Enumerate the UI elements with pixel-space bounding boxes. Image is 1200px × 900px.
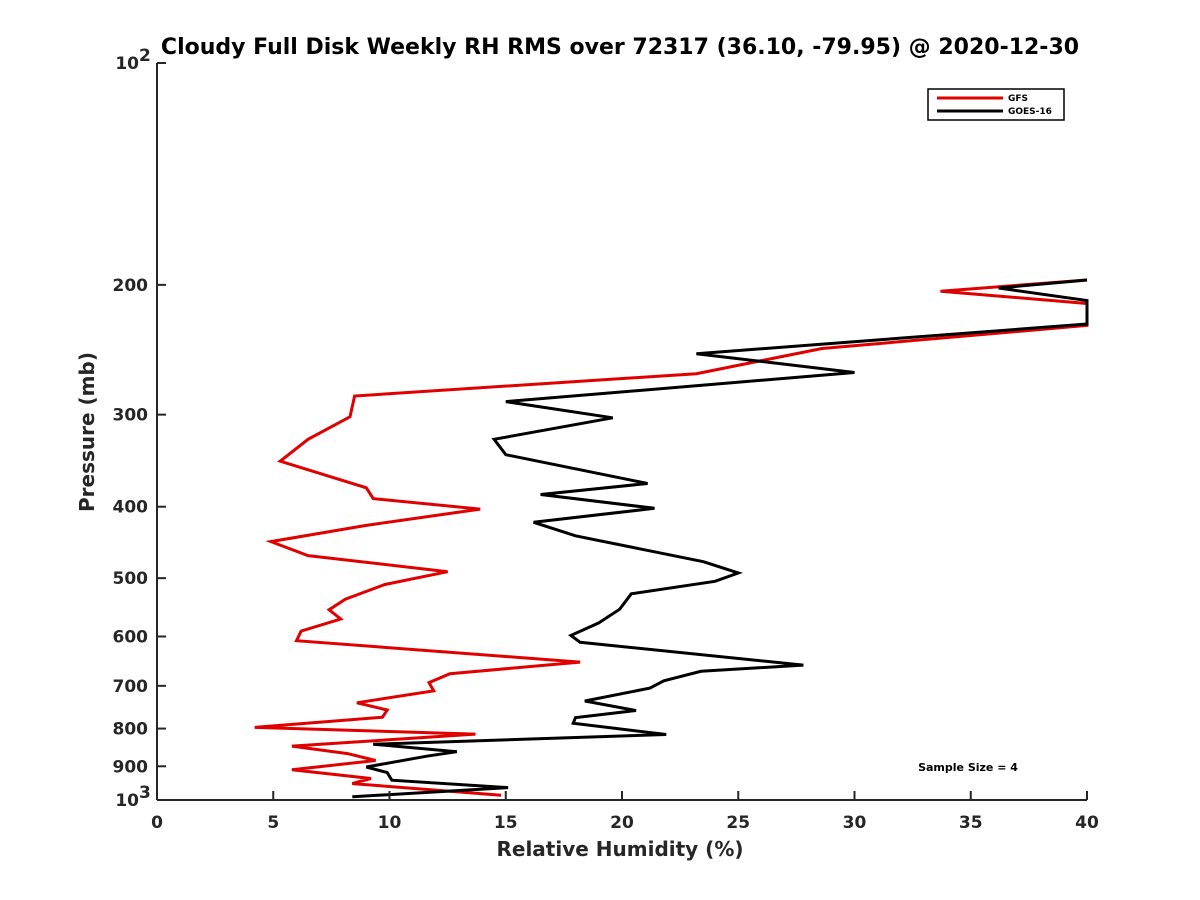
legend: GFS GOES-16: [927, 88, 1065, 121]
x-tick-label: 30: [843, 813, 867, 833]
y-tick-label: 700: [113, 677, 149, 697]
y-tick-label: 300: [113, 406, 149, 426]
y-tick-label: 500: [113, 569, 149, 589]
series-line-goes-16: [352, 278, 1089, 799]
x-tick-label: 35: [959, 813, 983, 833]
y-axis-label: Pressure (mb): [75, 352, 99, 512]
x-axis-label: Relative Humidity (%): [496, 837, 743, 861]
y-tick-label: 800: [113, 720, 149, 740]
y-tick-label: 10: [115, 791, 139, 811]
x-tick-label: 5: [267, 813, 279, 833]
x-tick-label: 10: [378, 813, 402, 833]
y-tick-label: 400: [113, 498, 149, 518]
y-tick-label: 200: [113, 276, 149, 296]
legend-label-goes-16: GOES-16: [1008, 107, 1052, 117]
x-tick-label: 15: [494, 813, 518, 833]
chart-title: Cloudy Full Disk Weekly RH RMS over 7231…: [161, 35, 1079, 60]
series-line-gfs: [254, 278, 1089, 797]
y-tick-exponent: 3: [139, 783, 151, 803]
legend-label-gfs: GFS: [1008, 94, 1028, 104]
x-tick-label: 40: [1075, 813, 1099, 833]
x-tick-label: 0: [151, 813, 163, 833]
sample-size-annotation: Sample Size = 4: [918, 761, 1018, 774]
y-tick-exponent: 2: [139, 46, 151, 66]
y-tick-label: 10: [115, 54, 139, 74]
legend-box: [927, 88, 1065, 121]
y-tick-label: 600: [113, 627, 149, 647]
x-tick-label: 25: [726, 813, 750, 833]
y-tick-label: 900: [113, 757, 149, 777]
x-tick-label: 20: [610, 813, 634, 833]
